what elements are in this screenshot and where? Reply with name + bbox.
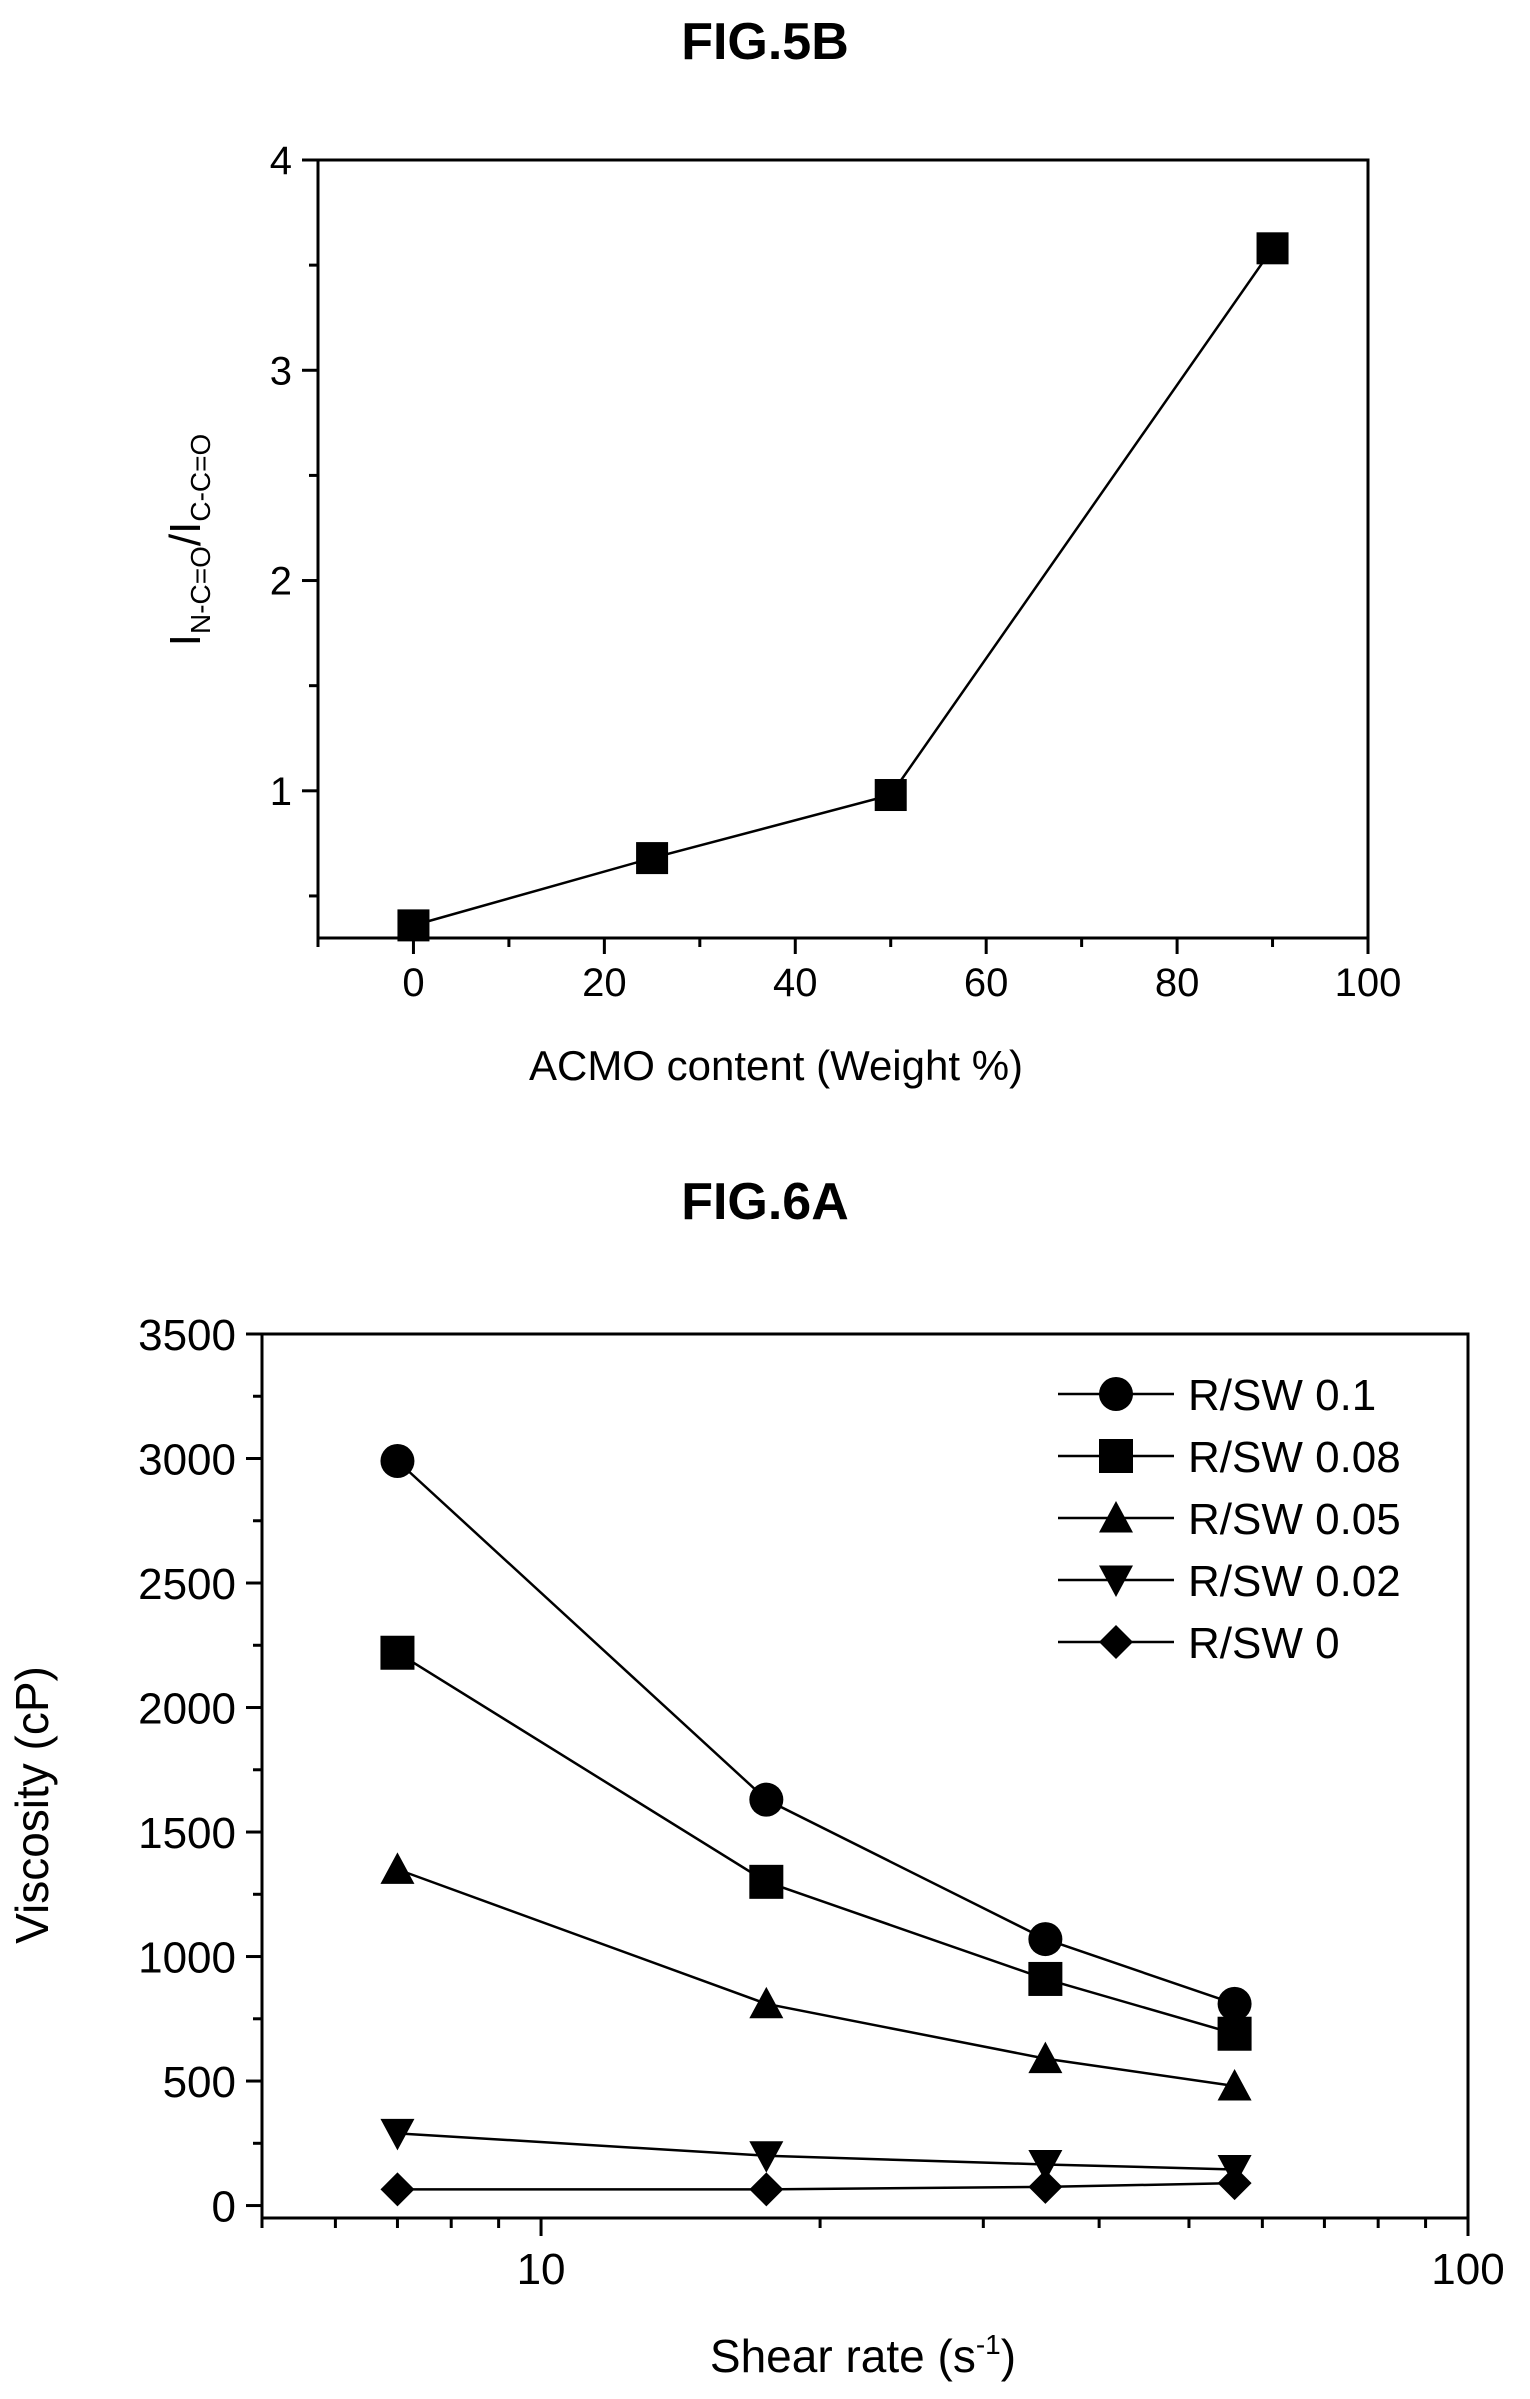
fig-6a-data-point: [1028, 1922, 1063, 1957]
legend-marker: [1099, 1565, 1133, 1597]
fig-6a-data-point: [1217, 1986, 1252, 2021]
legend-marker: [1099, 1501, 1133, 1533]
fig-6a-data-point: [749, 1986, 784, 2019]
fig-5b-y-tick-label: 1: [270, 770, 292, 814]
fig-6a-data-point: [380, 1852, 415, 1884]
fig-6a-series-line: [397, 2132, 1235, 2171]
fig-6a-data-point: [749, 1864, 784, 1899]
fig-5b-y-tick-label: 3: [270, 349, 292, 393]
fig-6a-series-line: [396, 1460, 1235, 2006]
fig-6a-y-tick-label: 1000: [138, 1934, 236, 1983]
fig-6a-y-tick-label: 1500: [138, 1809, 236, 1858]
fig-6a-y-tick-label: 3000: [138, 1436, 236, 1485]
fig-6a-data-point: [380, 2172, 415, 2207]
fig-6a-y-tick-label: 2000: [138, 1685, 236, 1734]
fig-5b-data-point: [874, 779, 907, 812]
fig-5b-x-axis-label: ACMO content (Weight %): [529, 1042, 1023, 1089]
fig-5b-y-tick-label: 4: [270, 139, 292, 183]
fig-6a-data-point: [749, 2172, 784, 2207]
fig-6a-data-point: [380, 1443, 415, 1478]
fig-6a-data-point: [380, 1635, 415, 1670]
fig-6a-data-point: [749, 2141, 784, 2173]
fig-6a-data-point: [1217, 2016, 1252, 2051]
fig-6a-legend: R/SW 0.1 R/SW 0.08 R/SW 0.05 R/SW 0.02 R/SW …: [1058, 1371, 1401, 1668]
fig-6a-y-axis-label: Viscosity (cP): [6, 1666, 58, 1944]
fig-5b-data-point: [1256, 232, 1289, 265]
fig-5b-x-tick-label: 80: [1155, 961, 1200, 1005]
fig-6a-title: FIG.6A: [681, 1173, 849, 1231]
legend-label: R/SW 0.08: [1188, 1433, 1401, 1482]
fig-6a-x-tick-label: 100: [1431, 2245, 1504, 2294]
fig-5b-series-line: [413, 247, 1274, 927]
fig-6a-data-point: [1028, 2150, 1063, 2182]
fig-6a-x-tick-label: 10: [517, 2245, 566, 2294]
fig-5b-y-axis-label: IN-C=O/IC-C=O: [161, 434, 216, 647]
fig-5b-data-point: [636, 842, 669, 875]
legend-label: R/SW 0.02: [1188, 1557, 1401, 1606]
fig-5b-x-tick-label: 40: [773, 961, 818, 1005]
fig-5b-data-point: [397, 909, 430, 942]
fig-6a-data-point: [1217, 2069, 1252, 2101]
fig-5b-title: FIG.5B: [681, 13, 849, 71]
fig-6a-series-line: [397, 2181, 1235, 2191]
legend-marker: [1099, 1439, 1133, 1473]
fig-6a-data-point: [1028, 2041, 1063, 2074]
fig-6a-data-point: [380, 2118, 415, 2151]
fig-6a-x-axis-label: Shear rate (s-1): [710, 2329, 1016, 2382]
fig-5b-plot-frame: [316, 158, 1370, 940]
fig-6a-y-tick-label: 2500: [138, 1560, 236, 1609]
fig-5b-x-tick-label: 60: [964, 961, 1009, 1005]
legend-label: R/SW 0.1: [1188, 1371, 1376, 1420]
fig-6a-data-point: [1028, 2169, 1063, 2204]
fig-6a-data-point: [749, 1782, 784, 1817]
legend-marker: [1099, 1625, 1133, 1659]
fig-6a-y-tick-label: 0: [212, 2183, 236, 2232]
fig-6a-data-point: [1028, 1961, 1063, 1996]
fig-6a-series-line: [396, 1651, 1235, 2035]
fig-5b-x-tick-label: 100: [1335, 961, 1402, 1005]
legend-label: R/SW 0: [1188, 1619, 1340, 1668]
legend-label: R/SW 0.05: [1188, 1495, 1401, 1544]
fig-5b-y-tick-label: 2: [270, 560, 292, 604]
fig-6a-plot-frame: [260, 1332, 1470, 2220]
fig-5b-chart: 0 20 40 60 80 100 1 2 3 4 ACMO content (Weight %)…: [161, 139, 1402, 1089]
fig-5b-x-tick-label: 0: [402, 961, 424, 1005]
fig-6a-y-tick-label: 3500: [138, 1311, 236, 1360]
fig-5b-x-tick-label: 20: [582, 961, 627, 1005]
fig-6a-series-line: [397, 1868, 1235, 2088]
legend-marker: [1099, 1377, 1133, 1411]
fig-6a-data-point: [1217, 2154, 1252, 2187]
fig-6a-y-tick-label: 500: [163, 2058, 236, 2107]
fig-6a-data-point: [1217, 2166, 1252, 2201]
